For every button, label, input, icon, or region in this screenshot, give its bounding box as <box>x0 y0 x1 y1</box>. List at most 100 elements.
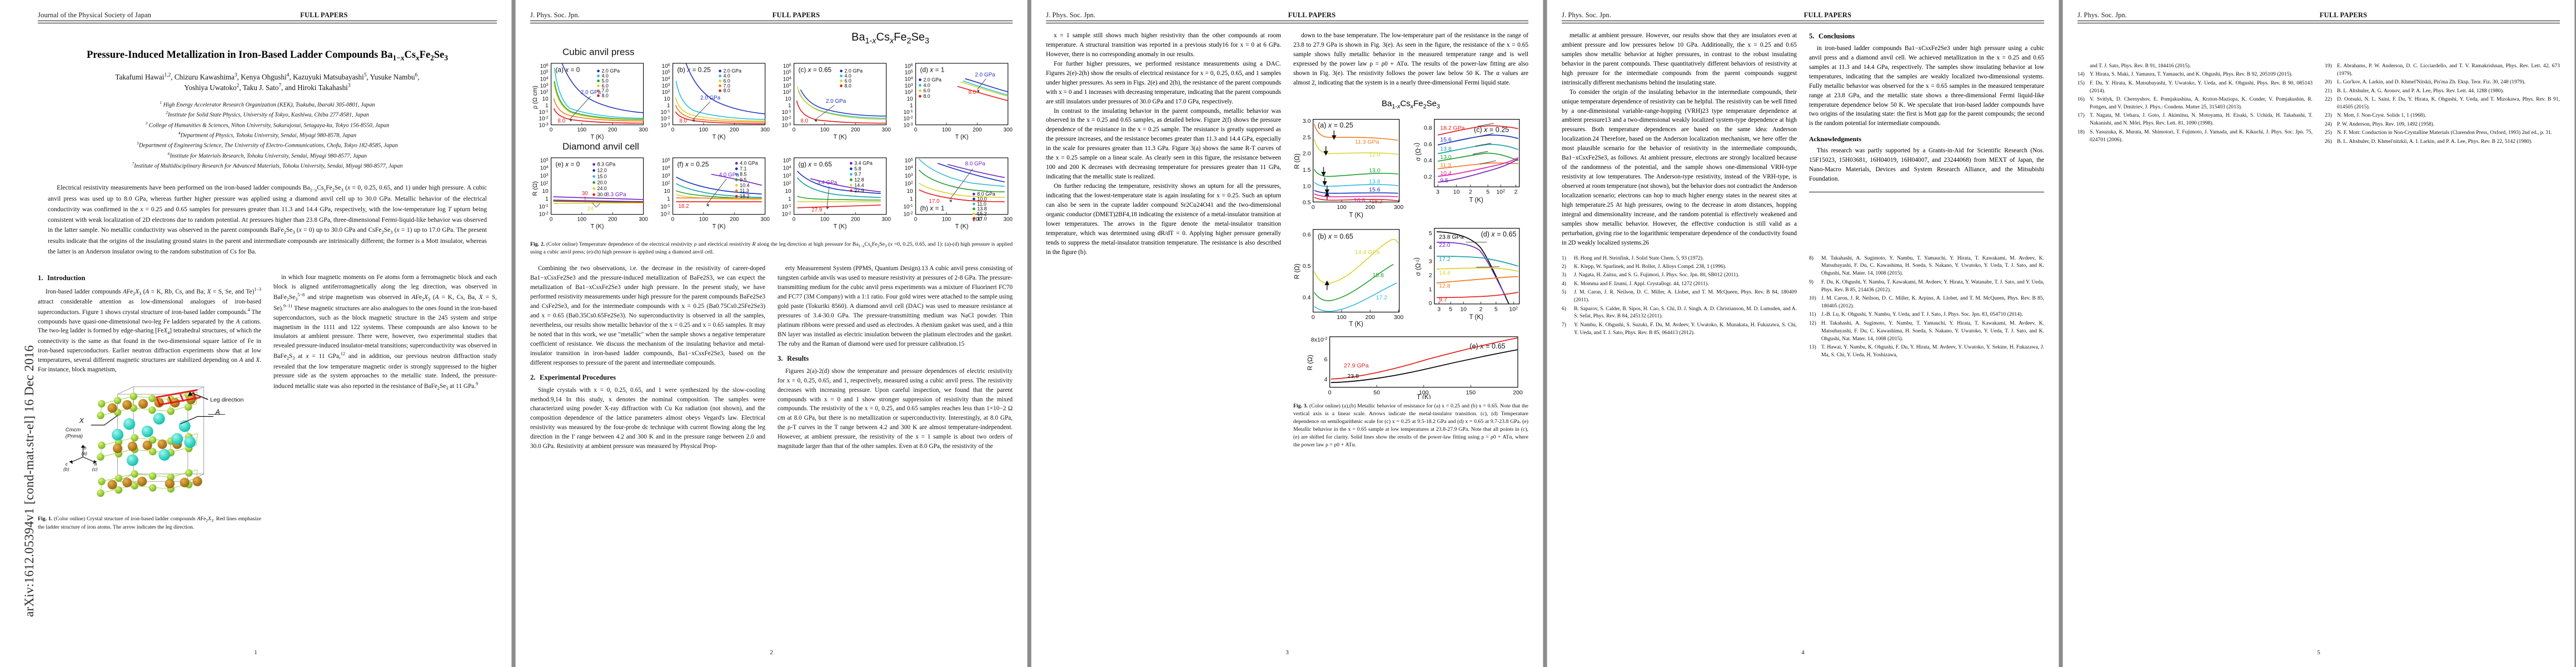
svg-text:100: 100 <box>1337 205 1347 211</box>
paragraph: Single crystals with x = 0, 0.25, 0.65, … <box>530 386 765 450</box>
svg-text:T (K): T (K) <box>955 133 968 140</box>
section-heading-conclusions: 5. Conclusions <box>1809 31 2044 42</box>
svg-text:(b) x = 0.25: (b) x = 0.25 <box>677 66 711 74</box>
svg-text:24.0: 24.0 <box>597 186 607 191</box>
svg-text:30.0: 30.0 <box>597 192 607 197</box>
svg-text:8.0: 8.0 <box>723 88 730 93</box>
svg-text:2.0 GPa: 2.0 GPa <box>723 68 741 74</box>
svg-text:4.0: 4.0 <box>723 73 730 79</box>
svg-text:10-2: 10-2 <box>781 212 791 218</box>
affiliation-item: 2Institute for Solid State Physics, Univ… <box>166 110 369 118</box>
svg-text:0.5: 0.5 <box>1303 263 1311 269</box>
svg-text:10: 10 <box>664 188 670 195</box>
svg-text:5.8: 5.8 <box>854 166 861 172</box>
panel-2e: 105 104 103 102 10 1 10-1 10-2 0 100 2 <box>530 152 649 235</box>
svg-text:0.2: 0.2 <box>1424 174 1432 180</box>
svg-text:8.0: 8.0 <box>800 118 808 125</box>
svg-text:18.2 GPa: 18.2 GPa <box>1440 125 1464 131</box>
svg-text:3: 3 <box>1437 306 1441 312</box>
svg-text:0.6: 0.6 <box>1303 232 1311 238</box>
svg-text:104: 104 <box>540 77 549 83</box>
svg-text:R (Ω): R (Ω) <box>1294 263 1301 279</box>
reference-text: N. Mott, J. Non-Cryst. Solids 1, 1 (1968… <box>2337 112 2426 119</box>
svg-text:23.8 GPa: 23.8 GPa <box>1439 234 1463 240</box>
svg-text:15.8: 15.8 <box>1372 272 1384 278</box>
reference-item: 20) L. Gor'kov, A. Larkin, and D. Khmel'N… <box>2325 78 2560 86</box>
journal-name: Journal of the Physical Society of Japan <box>38 11 151 19</box>
svg-text:24: 24 <box>587 206 594 212</box>
svg-text:106: 106 <box>540 63 549 69</box>
svg-text:10-2: 10-2 <box>781 116 791 122</box>
paragraph: On further reducing the temperature, res… <box>1046 183 1281 256</box>
svg-text:b: b <box>83 445 86 450</box>
svg-text:10: 10 <box>1453 190 1459 196</box>
reference-item: 10) J. M. Caron, J. R. Neilson, D. C. Mil… <box>1809 295 2044 310</box>
space-group-alt-label: (Pnma) <box>66 433 83 439</box>
page3-left-column: x = 1 sample still shows much higher res… <box>1046 31 1281 449</box>
svg-text:5: 5 <box>1494 306 1497 312</box>
svg-text:2.0 GPa: 2.0 GPa <box>700 95 720 101</box>
arxiv-stamp: arXiv:1612.05394v1 [cond-mat.str-el] 16 … <box>3 0 36 667</box>
svg-text:27.9: 27.9 <box>854 188 864 193</box>
reference-number: 16) <box>2077 96 2085 103</box>
svg-text:6.0: 6.0 <box>601 83 608 88</box>
figure-3-caption-text: (Color online) (a),(b) Metallic behavior… <box>1293 403 1528 448</box>
svg-text:14.4 GPa: 14.4 GPa <box>1355 249 1379 255</box>
space-group-label: Cmcm <box>66 427 81 433</box>
reference-number: 11) <box>1809 311 1816 318</box>
svg-text:100: 100 <box>577 217 587 223</box>
svg-text:200: 200 <box>1366 205 1376 211</box>
svg-text:0: 0 <box>1428 301 1432 307</box>
page-1: Journal of the Physical Society of Japan… <box>0 0 511 667</box>
svg-text:2: 2 <box>1468 190 1472 196</box>
svg-text:0.4: 0.4 <box>1303 295 1311 301</box>
page-number: 5 <box>2317 649 2320 656</box>
svg-text:27.9 GPa: 27.9 GPa <box>1344 362 1369 369</box>
svg-text:100: 100 <box>820 127 830 133</box>
svg-text:103: 103 <box>904 83 913 89</box>
svg-text:100: 100 <box>699 217 708 223</box>
svg-text:105: 105 <box>904 158 913 164</box>
reference-text: B. L. Altshuler, D. Khmel'nitzkii, A. I.… <box>2337 138 2533 145</box>
svg-text:22.0: 22.0 <box>1439 242 1451 248</box>
svg-text:300: 300 <box>1003 217 1013 223</box>
svg-text:100: 100 <box>1337 315 1347 321</box>
reference-text: Y. Nambu, K. Ohgushi, S. Suzuki, F. Du, … <box>1574 321 1797 336</box>
svg-text:105: 105 <box>783 70 791 76</box>
svg-text:a: a <box>94 461 97 466</box>
svg-text:10-2: 10-2 <box>539 212 548 218</box>
section-heading-acknowledgments: Acknowledgments <box>1809 135 1862 143</box>
svg-text:T (K): T (K) <box>1349 212 1363 218</box>
reference-text: S. Yasuzuka, K. Murata, M. Shimotori, T.… <box>2090 128 2313 143</box>
section-heading-experimental: 2. Experimental Procedures <box>530 372 765 383</box>
svg-text:4.0: 4.0 <box>601 73 608 79</box>
svg-text:13.8: 13.8 <box>1440 146 1452 152</box>
reference-item: 26) B. L. Altshuler, D. Khmel'nitzkii, A.… <box>2325 138 2560 146</box>
svg-text:200: 200 <box>1513 390 1523 396</box>
svg-text:0: 0 <box>1328 390 1332 396</box>
body-columns-1: 1. Introduction Iron-based ladder compoun… <box>38 273 497 667</box>
svg-text:0: 0 <box>671 127 674 133</box>
svg-text:300: 300 <box>639 127 648 133</box>
svg-text:R (Ω): R (Ω) <box>532 181 539 196</box>
reference-item: 19) E. Abrahams, P. W. Anderson, D. C. Li… <box>2325 62 2560 78</box>
reference-text: L. Gor'kov, A. Larkin, and D. Khmel'Nits… <box>2337 79 2525 86</box>
body-columns-2: Combining the two observations, i.e. the… <box>530 264 1013 575</box>
reference-item: 14) Y. Hirata, S. Maki, J. Yamaura, T. Ya… <box>2077 71 2313 78</box>
svg-text:200: 200 <box>730 217 739 223</box>
svg-text:104: 104 <box>783 77 791 83</box>
svg-text:(c) x = 0.25: (c) x = 0.25 <box>1474 126 1509 134</box>
svg-text:102: 102 <box>540 181 549 187</box>
reference-text: J.-B. Lu, K. Ohgushi, Y. Nambu, Y. Ueda,… <box>1821 311 2023 318</box>
svg-text:0: 0 <box>914 127 917 133</box>
svg-text:(e) x = 0.65: (e) x = 0.65 <box>1469 342 1505 350</box>
svg-text:104: 104 <box>661 166 670 172</box>
svg-text:2.0 GPa: 2.0 GPa <box>601 68 620 74</box>
svg-text:T (K): T (K) <box>1349 321 1363 327</box>
reference-item: 7) Y. Nambu, K. Ohgushi, S. Suzuki, F. Du… <box>1562 321 1797 337</box>
svg-text:1: 1 <box>788 196 791 202</box>
paragraph: in which four magnetic moments on Fe ato… <box>273 273 497 391</box>
svg-text:10: 10 <box>542 188 549 195</box>
svg-text:8x10-2: 8x10-2 <box>1311 336 1327 343</box>
svg-text:(c): (c) <box>92 466 98 472</box>
